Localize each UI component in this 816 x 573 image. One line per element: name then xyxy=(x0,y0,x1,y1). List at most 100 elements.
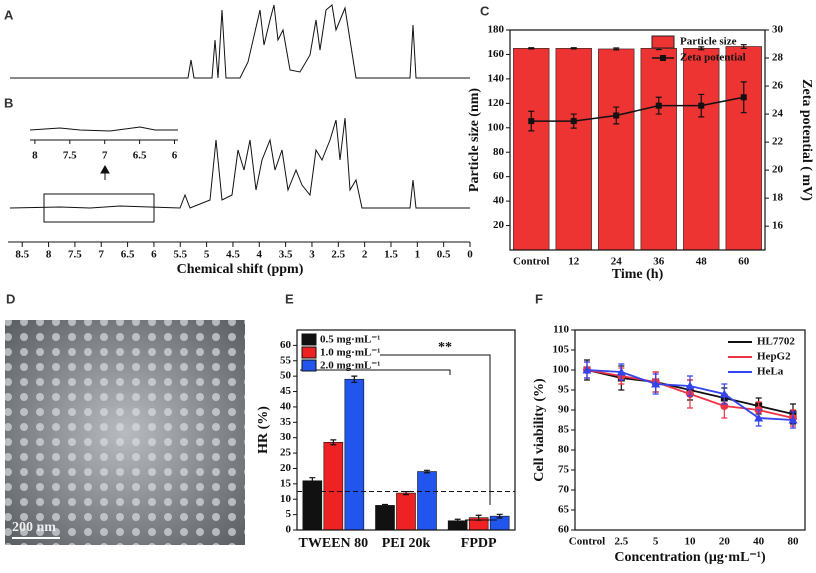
annotation: ** xyxy=(438,340,452,355)
inset-tick-label: 7 xyxy=(102,150,108,162)
error-bar xyxy=(454,518,461,523)
y-tick-label: 110 xyxy=(553,324,569,336)
x-axis-label: Concentration (μg·mL⁻¹) xyxy=(614,550,766,565)
error-bar xyxy=(496,513,503,519)
spectrum-a xyxy=(10,4,470,79)
legend-swatch xyxy=(301,333,317,346)
frame xyxy=(509,29,766,251)
x-tick-label: 3.5 xyxy=(279,249,293,261)
x-tick-label: TWEEN 80 xyxy=(299,536,369,551)
legend-swatch xyxy=(660,55,666,61)
x-tick-label: 5.5 xyxy=(173,249,187,261)
x-tick-label: 60 xyxy=(738,256,750,268)
x-axis-label: Time (h) xyxy=(612,267,664,282)
x-tick-label: 4 xyxy=(257,249,263,261)
legend-label: 2.0 mg·mL⁻¹ xyxy=(320,360,380,372)
point xyxy=(788,415,798,424)
y2-tick-label: 20 xyxy=(772,164,784,176)
x-tick-label: 5 xyxy=(204,249,210,261)
bar xyxy=(640,48,677,251)
inset-tick-label: 7.5 xyxy=(63,150,77,162)
y-tick-label: 80 xyxy=(493,146,505,158)
significance-bracket xyxy=(300,354,497,521)
y-tick-label: 70 xyxy=(558,484,570,496)
x-tick-label: 2 xyxy=(362,249,368,261)
y-tick-label: 60 xyxy=(558,524,570,536)
x-tick-label: 0 xyxy=(467,249,473,261)
inset-tick-label: 6.5 xyxy=(133,150,147,162)
bar xyxy=(375,505,395,531)
x-tick-label: 12 xyxy=(568,256,580,268)
y-tick-label: 100 xyxy=(553,364,570,376)
x-tick-label: 36 xyxy=(653,256,665,268)
y-tick-label: 140 xyxy=(488,72,505,84)
legend-label: 0.5 mg·mL⁻¹ xyxy=(320,334,380,346)
y2-tick-label: 30 xyxy=(772,24,784,36)
error-bar xyxy=(309,477,316,485)
legend-label: HL7702 xyxy=(757,336,795,348)
inset-highlight xyxy=(43,193,155,223)
y2-tick-label: 18 xyxy=(772,192,784,204)
x-tick-label: Control xyxy=(513,256,549,268)
x-tick-label: PEI 20k xyxy=(382,536,431,551)
y-tick-label: 105 xyxy=(553,344,570,356)
panel-label: D xyxy=(6,291,15,306)
bar xyxy=(555,48,592,251)
legend-swatch xyxy=(301,359,317,372)
y-tick-label: 10 xyxy=(280,493,292,505)
panel-label: B xyxy=(4,95,13,110)
error-bar xyxy=(655,96,662,115)
y-tick-label: 55 xyxy=(280,354,292,366)
error-bar xyxy=(740,81,747,114)
panel-label: C xyxy=(480,3,490,18)
error-bar xyxy=(330,439,337,446)
legend-label: Particle size xyxy=(680,36,737,48)
legend-swatch xyxy=(301,346,317,359)
y2-tick-label: 16 xyxy=(772,220,784,232)
bar xyxy=(302,480,323,531)
x-tick-label: 4.5 xyxy=(226,249,240,261)
x-tick-label: 10 xyxy=(685,536,697,548)
x-tick-label: 40 xyxy=(753,536,765,548)
error-bar xyxy=(570,113,577,129)
x-tick-label: 2.5 xyxy=(331,249,345,261)
x-tick-label: 1 xyxy=(415,249,421,261)
x-tick-label: 3 xyxy=(309,249,315,261)
error-bar xyxy=(528,47,535,50)
error-bar xyxy=(528,110,535,132)
y-tick-label: 75 xyxy=(558,464,570,476)
inset-tick-label: 8 xyxy=(32,150,38,162)
bar xyxy=(725,46,762,251)
y-tick-label: 65 xyxy=(558,504,570,516)
frame xyxy=(574,329,806,531)
y-tick-label: 5 xyxy=(286,508,292,520)
x-tick-label: 5 xyxy=(653,536,659,548)
legend-label: HeLa xyxy=(757,366,784,378)
y-tick-label: 25 xyxy=(280,447,292,459)
x-tick-label: 0.5 xyxy=(437,249,451,261)
point xyxy=(651,379,661,388)
y-axis-label: Particle size (nm) xyxy=(467,88,482,193)
x-tick-label: 6 xyxy=(151,249,157,261)
x-tick-label: 80 xyxy=(788,536,800,548)
error-bar xyxy=(698,93,705,118)
bar xyxy=(683,48,720,251)
y-tick-label: 20 xyxy=(280,462,292,474)
y-tick-label: 180 xyxy=(488,24,505,36)
x-tick-label: 24 xyxy=(611,256,623,268)
inset-tick-label: 6 xyxy=(172,150,178,162)
bar xyxy=(598,48,635,251)
y-tick-label: 60 xyxy=(493,170,505,182)
x-tick-label: 8.5 xyxy=(15,249,29,261)
x-tick-label: 48 xyxy=(696,256,708,268)
point xyxy=(754,413,764,422)
y-tick-label: 45 xyxy=(280,385,292,397)
x-tick-label: 2.5 xyxy=(614,536,628,548)
y2-tick-label: 24 xyxy=(772,108,784,120)
y-tick-label: 35 xyxy=(280,416,292,428)
error-bar xyxy=(698,46,705,51)
y-tick-label: 40 xyxy=(493,195,505,207)
y-tick-label: 60 xyxy=(280,339,292,351)
bar xyxy=(513,48,550,251)
